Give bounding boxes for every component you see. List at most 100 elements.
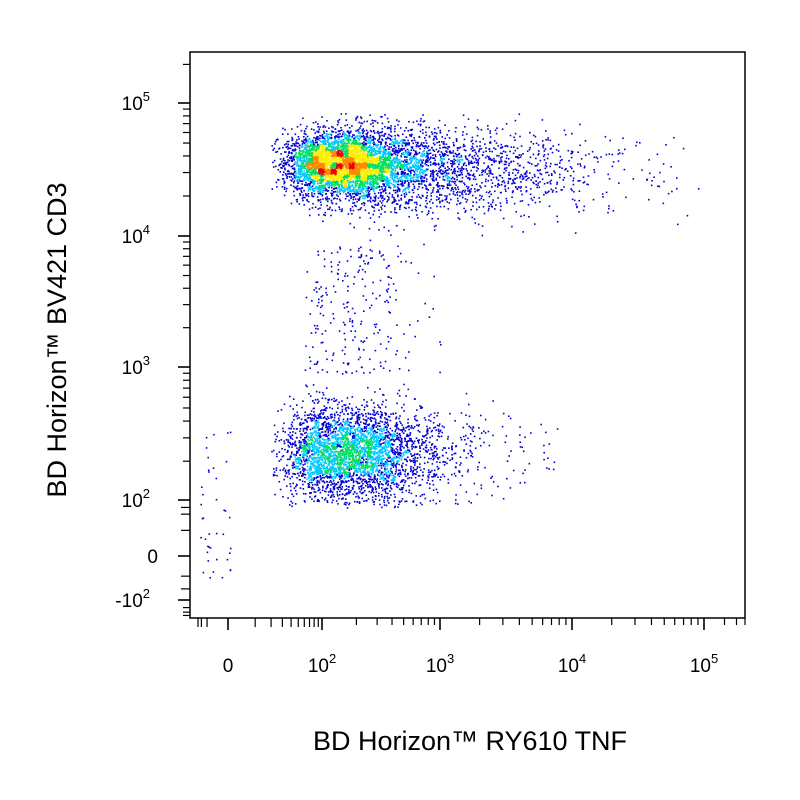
event-dot [410, 135, 413, 138]
event-dot [468, 190, 471, 193]
event-dot [408, 167, 411, 169]
event-dot [327, 190, 330, 192]
event-dot [403, 167, 406, 169]
event-dot [407, 173, 409, 175]
event-dot [377, 164, 380, 166]
event-dot [365, 174, 368, 177]
event-dot [369, 196, 372, 199]
event-dot [384, 186, 387, 188]
event-dot [401, 185, 404, 187]
event-dot [325, 146, 328, 149]
event-dot [359, 216, 361, 219]
event-dot [327, 155, 330, 158]
event-dot [410, 181, 413, 183]
event-dot [369, 201, 372, 203]
event-dot [335, 202, 338, 205]
event-dot [313, 146, 315, 149]
event-dot [402, 160, 405, 163]
event-dot [462, 114, 465, 117]
event-dot [367, 194, 370, 196]
event-dot [308, 146, 310, 149]
event-dot [307, 171, 310, 173]
event-dot [395, 181, 397, 184]
event-dot [349, 131, 352, 134]
event-dot [305, 161, 307, 163]
event-dot [369, 217, 372, 219]
event-dot [284, 173, 287, 175]
event-dot [419, 168, 422, 170]
event-dot [286, 161, 289, 163]
event-dot [363, 173, 366, 175]
event-dot [322, 198, 324, 200]
event-dot [401, 175, 404, 178]
event-dot [544, 191, 547, 193]
event-dot [436, 173, 438, 176]
event-dot [522, 176, 524, 178]
event-dot [608, 205, 610, 207]
event-dot [425, 142, 428, 144]
event-dot [272, 161, 274, 164]
event-dot [420, 143, 422, 146]
event-dot [420, 171, 423, 173]
event-dot [311, 187, 314, 190]
event-dot [403, 165, 405, 168]
event-dot [341, 140, 344, 143]
event-dot [354, 145, 356, 148]
event-dot [385, 192, 387, 194]
event-dot [451, 165, 453, 168]
event-dot [367, 142, 369, 144]
event-dot [324, 176, 327, 179]
event-dot [343, 151, 346, 154]
event-dot [360, 195, 363, 197]
event-dot [325, 140, 328, 142]
event-dot [635, 144, 637, 147]
event-dot [330, 166, 332, 169]
event-dot [391, 138, 393, 141]
event-dot [546, 181, 549, 184]
event-dot [348, 135, 351, 137]
event-dot [473, 188, 476, 190]
event-dot [366, 140, 369, 143]
event-dot [400, 156, 403, 158]
event-dot [481, 169, 484, 172]
event-dot [388, 198, 390, 201]
event-dot [294, 149, 296, 152]
event-dot [384, 141, 387, 144]
event-dot [360, 207, 362, 209]
event-dot [333, 172, 335, 174]
event-dot [453, 155, 455, 158]
event-dot [470, 208, 472, 211]
event-dot [440, 155, 442, 158]
event-dot [336, 136, 339, 138]
event-dot [318, 164, 320, 166]
event-dot [420, 154, 422, 157]
event-dot [320, 185, 323, 188]
event-dot [411, 146, 414, 148]
event-dot [394, 149, 397, 151]
event-dot [452, 181, 455, 183]
event-dot [419, 179, 421, 182]
event-dot [385, 162, 387, 164]
event-dot [375, 195, 377, 197]
event-dot [293, 181, 295, 184]
event-dot [394, 153, 397, 156]
event-dot [346, 155, 348, 157]
event-dot [429, 170, 432, 172]
event-dot [575, 203, 577, 206]
event-dot [438, 163, 440, 166]
event-dot [375, 180, 377, 182]
event-dot [342, 190, 345, 192]
event-dot [353, 192, 356, 195]
event-dot [570, 156, 573, 159]
event-dot [427, 155, 429, 157]
event-dot [347, 173, 350, 176]
event-dot [387, 156, 389, 158]
event-dot [442, 146, 445, 149]
event-dot [533, 173, 536, 176]
event-dot [378, 148, 380, 151]
event-dot [478, 199, 481, 201]
event-dot [467, 193, 470, 196]
event-dot [406, 159, 408, 161]
event-dot [429, 183, 431, 185]
event-dot [597, 161, 599, 163]
